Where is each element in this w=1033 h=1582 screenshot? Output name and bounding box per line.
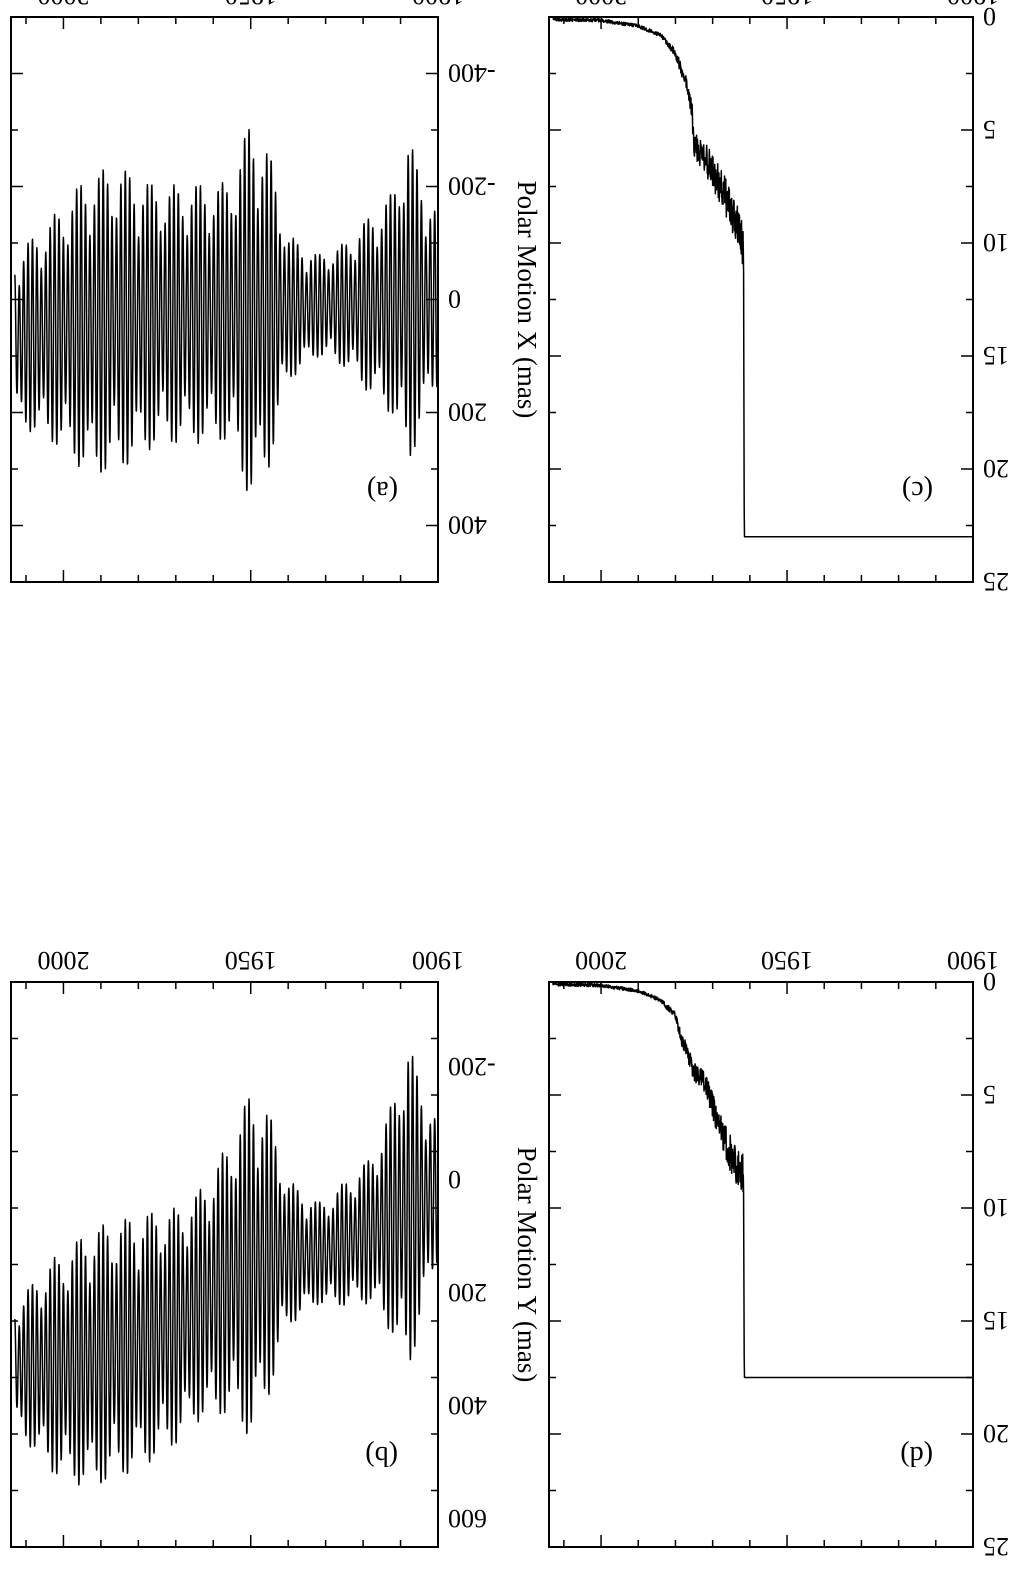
panel-c: 1900195020000510152025Polar Motion X Err…: [548, 0, 1009, 596]
series-line: [14, 1055, 438, 1486]
y-tick-label: 400: [448, 511, 487, 540]
x-tick-label: 2000: [575, 0, 627, 10]
y-tick-label: 15: [983, 1306, 1009, 1335]
panel-label: (c): [902, 475, 933, 506]
y-tick-label: -400: [448, 59, 496, 88]
panel-d: 1900195020000510152025Polar Motion Y Err…: [548, 946, 1009, 1561]
y-tick-label: 25: [983, 567, 1009, 596]
x-tick-label: 1900: [412, 946, 464, 975]
y-tick-label: 0: [448, 285, 461, 314]
y-tick-label: 0: [983, 967, 996, 996]
y-tick-label: 200: [448, 398, 487, 427]
x-tick-label: 2000: [575, 946, 627, 975]
y-axis-label: Polar Motion Y (mas): [512, 1147, 542, 1383]
y-tick-label: 200: [448, 1278, 487, 1307]
y-tick-label: 20: [983, 1419, 1009, 1448]
x-tick-label: 1950: [225, 0, 277, 10]
y-tick-label: 15: [983, 341, 1009, 370]
y-tick-label: 0: [983, 2, 996, 31]
y-tick-label: -200: [448, 172, 496, 201]
x-tick-label: 1900: [947, 0, 999, 10]
x-tick-label: 2000: [37, 0, 89, 10]
series-line: [552, 17, 973, 538]
y-tick-label: 25: [983, 1532, 1009, 1561]
y-tick-label: 5: [983, 115, 996, 144]
x-tick-label: 1950: [761, 946, 813, 975]
series-line: [552, 982, 973, 1379]
x-tick-label: 1900: [947, 946, 999, 975]
y-tick-label: 5: [983, 1080, 996, 1109]
y-tick-label: 20: [983, 454, 1009, 483]
y-tick-label: 10: [983, 228, 1009, 257]
series-line: [14, 128, 438, 492]
panel-label: (a): [367, 475, 398, 506]
x-tick-label: 2000: [37, 946, 89, 975]
y-tick-label: 600: [448, 1504, 487, 1533]
panel-label: (b): [365, 1440, 398, 1471]
y-tick-label: 10: [983, 1193, 1009, 1222]
y-axis-label: Polar Motion X (mas): [512, 181, 542, 419]
panel-a: 1900 1950 2000 -400 -200 0 200 400 Polar Motion …: [10, 0, 542, 583]
x-tick-label: 1900: [412, 0, 464, 10]
y-tick-label: -200: [448, 1052, 496, 1081]
panel-label: (d): [900, 1440, 933, 1471]
y-tick-label: 0: [448, 1165, 461, 1194]
x-tick-label: 1950: [225, 946, 277, 975]
panel-b: 1900 1950 2000 -200 0 200 400 600 Polar Motion Y…: [10, 946, 542, 1548]
y-tick-label: 400: [448, 1391, 487, 1420]
x-tick-label: 1950: [761, 0, 813, 10]
